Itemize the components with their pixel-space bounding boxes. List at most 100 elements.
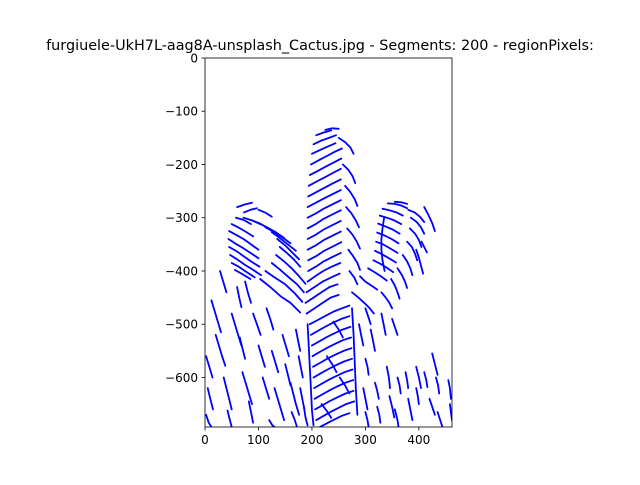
line-segment [307,251,342,272]
line-segment [306,209,342,230]
line-segment [309,315,351,336]
line-segment [307,167,342,187]
line-segment [219,270,228,294]
line-segment [305,293,340,315]
x-tick-label: 0 [201,433,209,447]
line-segment [337,136,355,155]
line-segment [273,387,286,422]
line-segment [325,355,338,374]
line-segment [375,240,399,254]
line-segment [308,304,351,326]
line-segment [305,272,341,294]
line-segment [311,336,352,358]
y-tick-label: −400 [165,264,198,278]
line-segment [268,419,276,427]
line-segment [210,299,222,334]
line-segment [435,376,441,395]
line-segment [289,381,301,416]
line-segment [252,312,262,336]
x-tick-label: 200 [300,433,323,447]
line-segment [396,376,402,395]
line-segment [362,387,369,411]
line-segment [312,347,353,368]
line-segment [345,206,360,229]
line-segment [206,387,214,411]
line-segment [338,376,351,395]
line-segment [313,368,354,390]
line-segment [306,262,342,283]
line-segment [423,371,429,389]
line-segment [380,216,386,272]
line-segment [390,278,401,300]
line-segment [228,230,260,251]
y-tick-label: −300 [165,211,198,225]
line-segment [404,371,410,390]
line-segment [407,208,426,223]
line-segment [415,387,420,406]
line-segment [242,216,262,226]
line-segment [308,157,343,177]
line-segment [264,270,304,303]
line-segment [275,254,307,285]
line-segment [315,129,333,137]
line-segment [374,381,380,400]
line-segment [315,400,356,422]
line-segment [261,376,271,400]
line-segment [306,199,342,219]
y-tick-label: −200 [165,158,198,172]
y-tick-label: −600 [165,371,198,385]
line-segment [259,278,302,314]
line-segment [270,231,297,252]
line-segment [247,400,255,424]
line-segment [351,291,375,315]
line-segment [391,317,399,336]
line-segment [396,267,409,289]
line-segment [227,238,260,260]
line-segment [364,357,370,376]
line-segment [324,127,340,131]
line-segment [374,249,397,264]
line-segment [320,403,333,419]
line-segment [359,275,379,291]
line-segment [428,397,436,416]
line-segment [346,227,361,250]
line-segment [347,248,361,271]
line-segment [290,411,298,427]
line-segment [205,355,214,379]
line-segment [364,411,370,427]
line-segment [281,333,290,358]
line-segment [230,262,256,279]
line-segment [386,202,409,210]
line-segment [257,344,266,368]
line-segment [393,408,400,427]
line-segment [344,184,359,207]
line-segment [306,189,342,209]
line-segment [380,291,394,310]
line-segment [385,365,391,390]
line-segment [270,349,280,374]
x-tick-label: 300 [354,433,377,447]
line-segment [284,363,292,387]
line-segment [297,355,304,379]
line-segment [407,397,414,422]
y-tick-label: −100 [165,105,198,119]
line-segment [238,336,247,360]
line-segment [369,328,376,352]
line-segment [244,280,252,304]
line-segment [236,286,243,309]
line-segment [423,206,436,233]
line-segment [388,395,396,419]
line-segment [306,230,342,251]
axes-frame [204,57,453,428]
line-segment [348,270,359,286]
line-segment [230,223,255,238]
line-segment [364,307,372,326]
line-segment [332,320,344,339]
line-segment [228,246,261,268]
line-segment [408,227,423,248]
line-segment [314,389,355,411]
line-segment [447,379,452,400]
line-segment [310,325,352,347]
line-segment [318,412,351,427]
